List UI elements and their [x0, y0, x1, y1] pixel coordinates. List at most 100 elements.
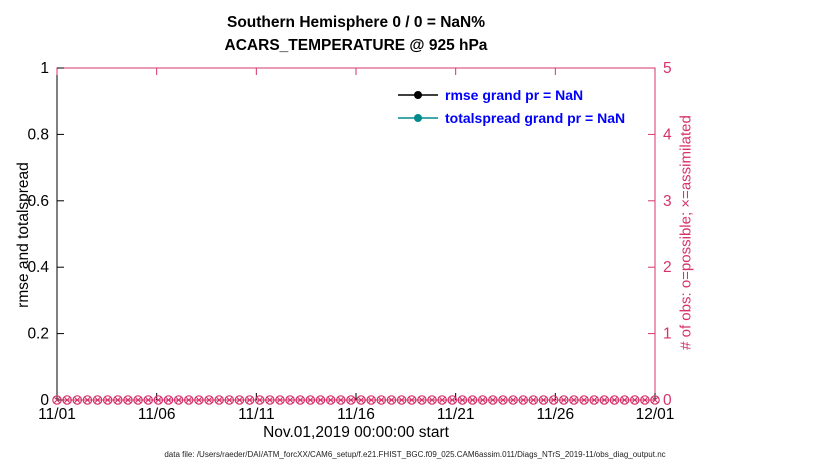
obs-assimilated-marker [499, 397, 506, 403]
x-tick-label: 11/26 [537, 406, 575, 423]
obs-assimilated-marker [206, 397, 213, 403]
obs-possible-marker [133, 395, 143, 405]
legend-item-totalspread: totalspread grand pr = NaN [398, 106, 625, 129]
obs-assimilated-marker [104, 397, 111, 403]
obs-possible-marker [295, 395, 306, 405]
obs-possible-marker [467, 395, 478, 405]
obs-possible-marker [579, 395, 589, 405]
obs-possible-marker [285, 395, 295, 405]
obs-assimilated-marker [287, 397, 294, 403]
y-left-tick-label: 0.8 [27, 126, 49, 143]
x-axis-label: Nov.01,2019 00:00:00 start [263, 424, 449, 441]
obs-possible-marker [457, 395, 468, 405]
obs-possible-marker [275, 395, 285, 405]
obs-assimilated-marker [327, 397, 334, 403]
obs-possible-marker [143, 395, 154, 405]
obs-possible-marker [538, 395, 549, 405]
obs-possible-marker [305, 395, 316, 405]
y-right-tick-label: 4 [663, 126, 672, 143]
obs-assimilated-marker [429, 397, 436, 403]
obs-assimilated-marker [368, 397, 375, 403]
y-left-tick-label: 0 [40, 392, 49, 409]
rmse-series-swatch [398, 90, 438, 99]
obs-possible-marker [204, 395, 214, 405]
obs-assimilated-marker [216, 397, 223, 403]
x-tick-label: 11/06 [138, 406, 176, 423]
obs-possible-marker [234, 395, 245, 405]
totalspread-series-swatch [398, 113, 438, 122]
obs-assimilated-marker [631, 397, 638, 403]
obs-assimilated-marker [155, 397, 162, 403]
obs-assimilated-marker [185, 397, 192, 403]
obs-assimilated-marker [256, 397, 263, 403]
obs-possible-marker [346, 395, 356, 405]
obs-assimilated-marker [165, 397, 172, 403]
obs-possible-marker [335, 395, 346, 405]
obs-assimilated-marker [358, 397, 365, 403]
obs-possible-marker [92, 395, 103, 405]
obs-possible-marker [477, 395, 488, 405]
obs-assimilated-marker [641, 397, 648, 403]
obs-possible-marker [508, 395, 518, 405]
obs-assimilated-marker [236, 397, 243, 403]
obs-possible-marker [528, 395, 539, 405]
obs-assimilated-marker [469, 397, 476, 403]
rmse-marker-icon [414, 90, 422, 99]
obs-assimilated-marker [317, 397, 324, 403]
obs-assimilated-marker [459, 397, 466, 403]
obs-possible-marker [214, 395, 224, 405]
y-left-tick-label: 0.6 [27, 193, 49, 210]
obs-possible-marker [498, 395, 508, 405]
obs-possible-marker [548, 395, 559, 405]
obs-possible-marker [417, 395, 427, 405]
data-file-footer: data file: /Users/raeder/DAI/ATM_forcXX/… [164, 450, 666, 459]
y-right-tick-label: 2 [663, 259, 672, 276]
obs-assimilated-marker [84, 397, 91, 403]
obs-assimilated-marker [449, 397, 456, 403]
obs-assimilated-marker [124, 397, 131, 403]
obs-possible-marker [376, 395, 387, 405]
obs-possible-marker [62, 395, 72, 405]
obs-assimilated-marker [560, 397, 567, 403]
obs-assimilated-marker [276, 397, 283, 403]
obs-assimilated-marker [479, 397, 486, 403]
obs-possible-marker [650, 395, 660, 405]
obs-possible-marker [366, 395, 377, 405]
obs-possible-marker [640, 395, 650, 405]
obs-possible-marker [52, 395, 62, 405]
obs-assimilated-marker [145, 397, 152, 403]
y-left-tick-label: 0.4 [27, 259, 49, 276]
obs-assimilated-marker [601, 397, 608, 403]
obs-possible-marker [194, 395, 204, 405]
obs-assimilated-marker [652, 397, 658, 403]
obs-assimilated-marker [94, 397, 101, 403]
obs-possible-marker [609, 395, 620, 405]
obs-assimilated-marker [337, 397, 344, 403]
x-tick-label: 12/01 [636, 406, 675, 423]
y-right-tick-label: 0 [663, 392, 672, 409]
legend-label-rmse: rmse grand pr = NaN [445, 86, 584, 103]
y-left-tick-label: 0.2 [27, 326, 49, 343]
obs-possible-marker [123, 395, 133, 405]
obs-assimilated-marker [54, 397, 60, 403]
y-left-tick-label: 1 [40, 60, 49, 77]
obs-possible-marker [224, 395, 235, 405]
obs-assimilated-marker [611, 397, 618, 403]
obs-assimilated-marker [520, 397, 527, 403]
obs-possible-marker [386, 395, 397, 405]
obs-assimilated-marker [226, 397, 233, 403]
obs-possible-marker [406, 395, 417, 405]
obs-assimilated-marker [175, 397, 182, 403]
obs-possible-marker [82, 395, 93, 405]
obs-possible-marker [569, 395, 579, 405]
legend: rmse grand pr = NaN totalspread grand pr… [398, 83, 625, 129]
obs-assimilated-marker [195, 397, 202, 403]
obs-possible-marker [153, 395, 164, 405]
obs-possible-marker [558, 395, 569, 405]
obs-possible-marker [173, 395, 184, 405]
totalspread-marker-icon [414, 113, 422, 122]
obs-assimilated-marker [135, 397, 142, 403]
obs-assimilated-marker [388, 397, 395, 403]
obs-possible-marker [629, 395, 640, 405]
